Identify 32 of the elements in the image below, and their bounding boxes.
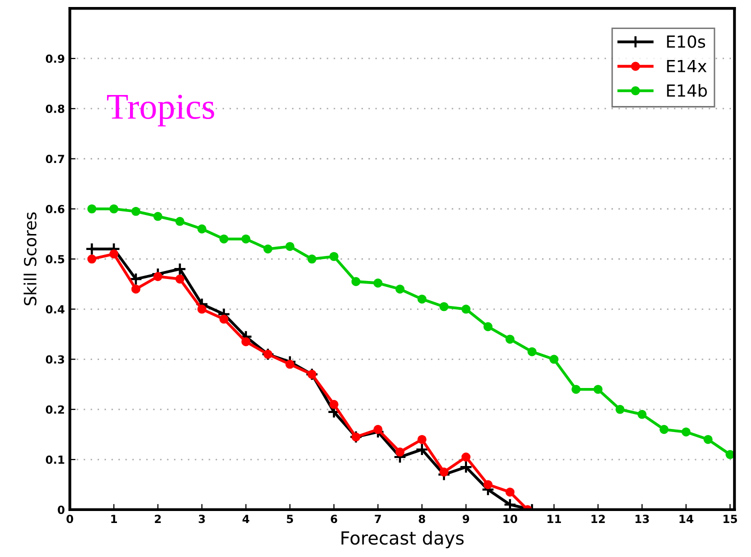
x-tick-label: 10 (504, 514, 518, 524)
x-tick-label: 11 (548, 514, 561, 523)
y-tick-label: 0.5 (46, 254, 64, 264)
x-tick-label: 3 (198, 514, 205, 524)
x-tick-label: 4 (242, 514, 250, 523)
y-tick-label: 0.4 (46, 305, 64, 314)
x-axis-title: Forecast days (342, 530, 464, 548)
x-tick-label: 5 (286, 514, 294, 524)
y-tick-label: 0 (58, 506, 64, 514)
legend-label: E14b (667, 84, 707, 97)
x-tick-label: 8 (418, 514, 426, 524)
y-tick-label: 0.8 (46, 104, 64, 113)
x-tick-label: 12 (592, 514, 605, 523)
legend-label: E10s (667, 35, 706, 48)
x-tick-label: 15 (724, 514, 738, 524)
x-tick-label: 7 (374, 514, 381, 523)
x-tick-label: 13 (636, 514, 649, 524)
annotation: Tropics (107, 94, 214, 126)
y-axis-title: Skill Scores (24, 212, 37, 306)
x-tick-label: 6 (330, 514, 338, 524)
x-tick-label: 14 (680, 514, 694, 523)
x-tick-label: 2 (154, 514, 161, 523)
y-tick-label: 0.3 (46, 355, 64, 364)
x-tick-label: 1 (111, 514, 117, 523)
y-tick-label: 0.6 (46, 204, 64, 214)
y-tick-label: 0.2 (46, 405, 64, 414)
legend-label: E14x (667, 60, 707, 72)
x-tick-label: 9 (462, 514, 470, 524)
y-tick-label: 0.9 (46, 54, 64, 63)
x-tick-label: 0 (66, 514, 74, 524)
y-tick-label: 0.7 (46, 154, 64, 164)
y-tick-label: 0.1 (46, 456, 64, 464)
